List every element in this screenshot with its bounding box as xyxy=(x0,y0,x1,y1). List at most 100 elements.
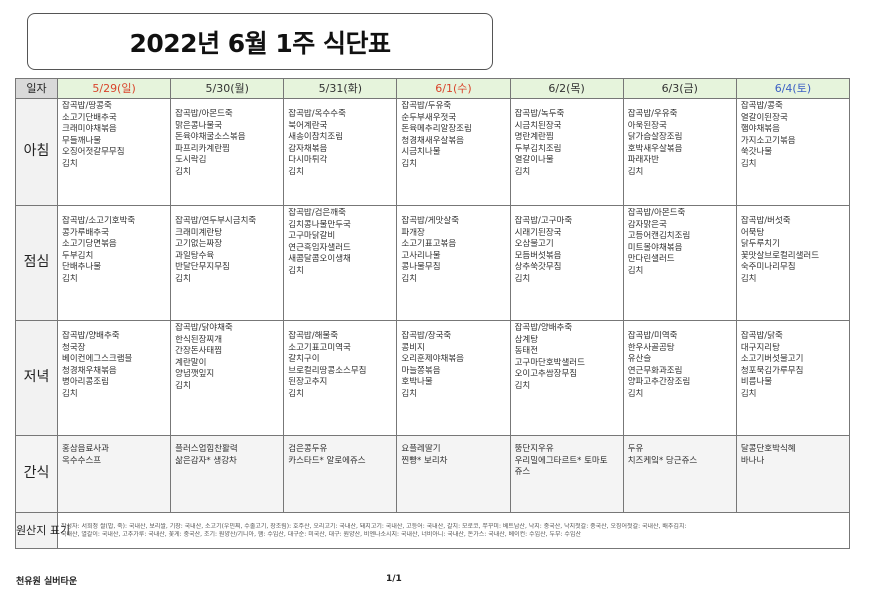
menu-cell: 잡곡밥/두유죽 순두부새우젓국 돈육메추리알장조림 청경채새우살볶음 시금치나물 김치 xyxy=(396,98,511,206)
menu-item: 크래미계란탕 xyxy=(175,227,223,238)
menu-item: 감자채볶음 xyxy=(288,143,328,154)
menu-cell: 플러스업힘찬활력 삶은감자* 생강차 xyxy=(170,435,285,513)
menu-item: 콩나물무침 xyxy=(401,262,441,273)
menu-item: 잡곡밥/우유죽 xyxy=(627,109,678,119)
meal-label-lunch: 점심 xyxy=(15,205,58,321)
menu-cell: 잡곡밥/고구마죽 시래기된장국 오삼불고기 모듬버섯볶음 상추쑥갓무침 김치 xyxy=(509,205,624,321)
menu-item: 김치 xyxy=(175,273,191,284)
menu-item: 대구지리탕 xyxy=(740,342,780,353)
menu-item: 시금치된장국 xyxy=(514,120,562,131)
menu-item: 한우사골곰탕 xyxy=(627,342,675,353)
menu-item: 닭가슴살장조림 xyxy=(627,132,683,143)
menu-cell: 달콩단호박식혜 바나나 xyxy=(735,435,851,513)
menu-item: 유산슬 xyxy=(627,354,652,365)
menu-item: 잡곡밥/옥수수죽 xyxy=(288,109,346,119)
menu-item: 고사리나물 xyxy=(401,250,441,261)
menu-item: 김치 xyxy=(288,265,304,276)
menu-item: 오리훈제야채볶음 xyxy=(401,354,464,365)
menu-item: 비름나물 xyxy=(740,377,773,388)
menu-item: 요플레딸기 xyxy=(401,444,441,454)
menu-item: 김치콩나물만두국 xyxy=(288,219,351,230)
menu-item: 검은콩두유 xyxy=(288,444,328,454)
menu-item: 김치 xyxy=(627,166,644,177)
menu-cell: 잡곡밥/땅콩죽 소고기단배추국 크래미야채볶음 무들깨나물 오징어젓갈무무침 김치 xyxy=(56,98,172,206)
origin-line: 국내산, 열갈이: 국내산, 고추가루: 국내산, 꽃게: 중국산, 조기: 원… xyxy=(61,530,581,538)
menu-item: 한식된장찌개 xyxy=(175,334,223,345)
menu-item: 바나나 xyxy=(740,455,765,466)
menu-item: 오이고추쌈장무침 xyxy=(514,369,578,380)
menu-item: 김치 xyxy=(62,388,78,399)
menu-item: 쑥갓나물 xyxy=(740,147,773,158)
menu-item: 김치 xyxy=(514,166,531,177)
menu-item: 상추쑥갓무침 xyxy=(514,262,562,273)
menu-item: 단배추나물 xyxy=(62,262,102,273)
menu-item: 다시마튀각 xyxy=(288,155,328,166)
menu-item: 오징어젓갈무무침 xyxy=(62,147,125,158)
menu-item: 김치 xyxy=(62,158,78,169)
menu-item: 도시락김 xyxy=(175,155,207,166)
menu-item: 달콩단호박식혜 xyxy=(740,444,796,454)
page-number: 1/1 xyxy=(386,574,402,584)
menu-item: 삶은감자* 생강차 xyxy=(175,455,237,466)
menu-cell: 잡곡밥/연두부시금치죽 크래미계란탕 고기없는짜장 과일탕수육 반달단무지무침 김치 xyxy=(170,205,285,321)
menu-item: 열갈이된장국 xyxy=(740,112,788,123)
menu-item: 플러스업힘찬활력 xyxy=(175,444,238,454)
menu-item: 미트볼야채볶음 xyxy=(627,242,683,253)
menu-item: 잡곡밥/두유죽 xyxy=(401,101,452,111)
origin-row: 원산지 표기 작성자: 서희정 쌀(밥, 죽): 국내산, 보리쌀, 기장: 국내… xyxy=(15,512,850,549)
menu-item: 고구마단호박샐러드 xyxy=(514,357,585,368)
menu-item: 호박나물 xyxy=(401,377,433,388)
menu-item: 숙주미나리무침 xyxy=(740,262,796,273)
menu-item: 만다린샐러드 xyxy=(627,254,675,265)
menu-cell: 잡곡밥/해물죽 소고기표고미역국 갈치구이 브로컬리땅콩소스무침 된장고추지 김치 xyxy=(283,320,398,436)
meal-label-dinner: 저녁 xyxy=(15,320,58,436)
menu-item: 소고기표고볶음 xyxy=(401,239,457,250)
date-header-5: 6/3(금) xyxy=(622,78,737,99)
menu-item: 김치 xyxy=(175,166,191,177)
menu-item: 북어계란국 xyxy=(288,120,328,131)
menu-item: 김치 xyxy=(401,158,418,169)
menu-item: 김치 xyxy=(740,158,757,169)
menu-item: 잡곡밥/콩죽 xyxy=(740,101,783,111)
menu-item: 김치 xyxy=(401,388,418,399)
menu-item: 계란말이 xyxy=(175,357,207,368)
menu-item: 두유 xyxy=(627,444,644,454)
menu-item: 과일탕수육 xyxy=(175,250,215,261)
menu-item: 양념깻잎지 xyxy=(175,369,215,380)
menu-item: 호박새우살볶음 xyxy=(627,143,683,154)
menu-cell: 잡곡밥/게맛살죽 파개장 소고기표고볶음 고사리나물 콩나물무침 김치 xyxy=(396,205,511,321)
menu-item: 맑은콩나물국 xyxy=(175,120,223,131)
origin-label: 원산지 표기 xyxy=(15,512,70,549)
menu-item: 김치 xyxy=(288,388,304,399)
meal-row-dinner: 저녁 잡곡밥/양배추죽 청국장 베이컨에그스크램블 청경채우채볶음 병아리콩조림 김치 잡곡밥… xyxy=(15,320,851,436)
menu-item: 명란계란찜 xyxy=(514,132,554,143)
menu-cell: 잡곡밥/양배추죽 청국장 베이컨에그스크램블 청경채우채볶음 병아리콩조림 김치 xyxy=(56,320,172,436)
footer-organization: 천유원 실버타운 xyxy=(16,577,78,587)
menu-item: 두부김치 xyxy=(62,250,94,261)
menu-item: 옥수수스프 xyxy=(62,455,102,466)
menu-item: 간장돈사태찜 xyxy=(175,346,223,357)
menu-cell: 잡곡밥/미역죽 한우사골곰탕 유산슬 연근무화과조림 양파고추간장조림 김치 xyxy=(622,320,737,436)
date-header-3: 6/1(수) xyxy=(396,78,511,99)
menu-item: 파개장 xyxy=(401,227,425,238)
menu-item: 병아리콩조림 xyxy=(62,377,109,388)
menu-item: 잡곡밥/아몬드죽 xyxy=(627,208,686,218)
menu-item: 소고기당면볶음 xyxy=(62,239,117,250)
menu-cell: 두유 치즈케잌* 당근쥬스 xyxy=(622,435,737,513)
menu-item: 찐빵* 보리차 xyxy=(401,455,448,466)
menu-item: 시래기된장국 xyxy=(514,227,562,238)
menu-item: 콩가루배추국 xyxy=(62,227,109,238)
menu-cell: 잡곡밥/버섯죽 어묵탕 닭두루치기 꽃맛살브로컬리샐러드 숙주미나리무침 김치 xyxy=(735,205,851,321)
menu-item: 잡곡밥/해물죽 xyxy=(288,331,339,341)
menu-item: 반달단무지무침 xyxy=(175,262,230,273)
menu-cell: 뚱단지우유 우리밀에그타르트* 토마토 쥬스 xyxy=(509,435,624,513)
menu-item: 뚱단지우유 xyxy=(514,444,554,454)
menu-item: 청경채우채볶음 xyxy=(62,365,117,376)
menu-item: 마늘쫑볶음 xyxy=(401,365,441,376)
menu-item: 콩비지 xyxy=(401,342,425,353)
date-header-label: 일자 xyxy=(15,78,58,99)
menu-item: 새송이참치조림 xyxy=(288,132,344,143)
menu-item: 잡곡밥/장국죽 xyxy=(401,331,452,341)
menu-item: 꽃맛살브로컬리샐러드 xyxy=(740,250,820,261)
date-header-4: 6/2(목) xyxy=(509,78,624,99)
